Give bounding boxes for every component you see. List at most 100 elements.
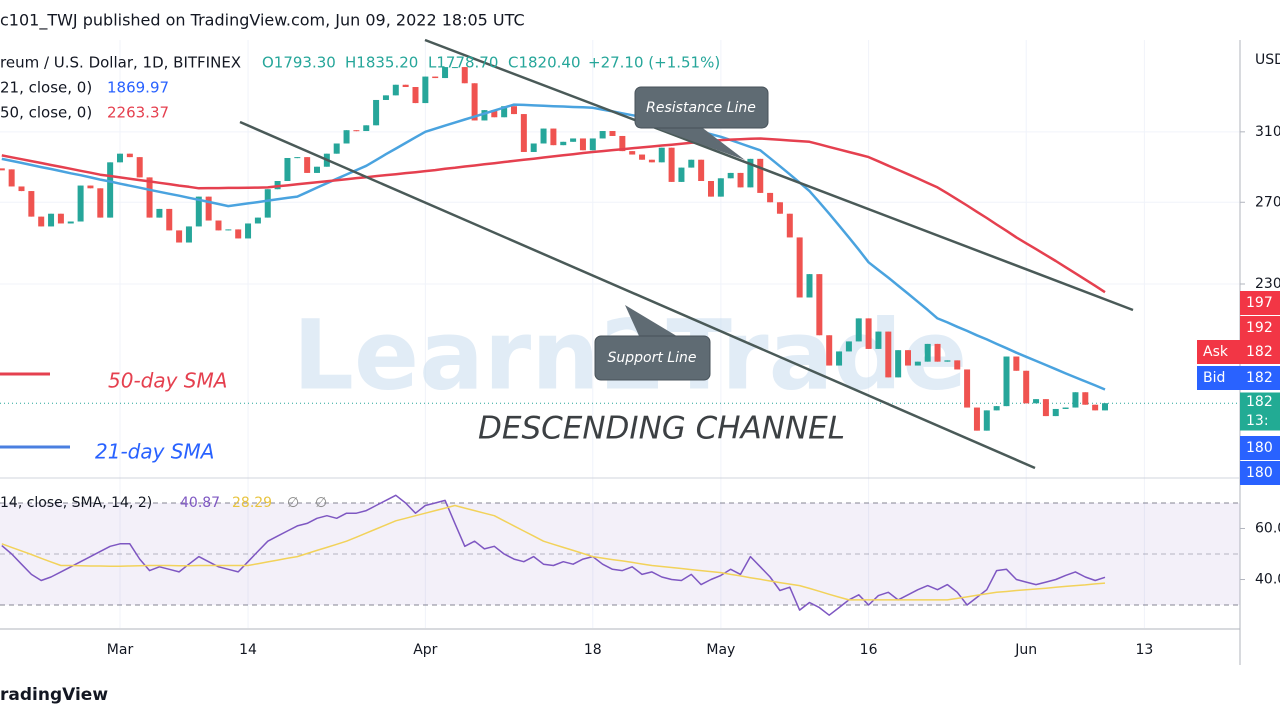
candle [599, 131, 606, 139]
candle [67, 221, 74, 224]
candle [836, 351, 843, 366]
candle [658, 147, 665, 163]
sma21-annotation: 21-day SMA [95, 440, 214, 464]
x-tick-label: May [706, 642, 735, 658]
x-tick-label: 16 [860, 642, 878, 658]
legend-value: 2263.37 [107, 104, 169, 122]
callout-box [594, 335, 711, 381]
callout-pointer [625, 305, 680, 338]
price-tag-label: 180 [1246, 440, 1273, 456]
candle [540, 128, 547, 144]
price-tags: 310 270 230 60.0 40.0 197 192 Ask 182 Bid 182 182 13… [1197, 124, 1280, 588]
price-tag-label: 182 [1246, 370, 1273, 386]
candle [1052, 408, 1059, 417]
candle [284, 157, 291, 182]
price-tag-label: 182 [1246, 344, 1273, 360]
candle [304, 157, 311, 173]
candle [944, 360, 951, 362]
rsi-band-fill [0, 502, 1240, 606]
candle [639, 154, 646, 160]
candle [1062, 407, 1069, 409]
callout-pointer [650, 126, 745, 160]
candle [570, 138, 577, 142]
legend-value: 1869.97 [107, 79, 169, 97]
candle [176, 230, 183, 243]
candle [954, 360, 961, 370]
callout-text: Support Line [608, 350, 697, 366]
candle [373, 99, 380, 126]
candle [57, 213, 64, 224]
candle [353, 130, 360, 132]
rsi-ma-value: 28.29 [232, 495, 272, 511]
candle [97, 188, 104, 218]
candle [648, 159, 655, 163]
candle [550, 128, 557, 146]
candle [117, 153, 123, 163]
symbol: reum / U.S. Dollar, 1D, BITFINEX [0, 54, 241, 72]
x-tick-label: Jun [1014, 642, 1037, 658]
candle [737, 172, 744, 188]
candle [205, 196, 212, 221]
y-tick-label: 270 [1255, 194, 1280, 210]
candle [185, 226, 192, 243]
price-tag [1240, 392, 1280, 412]
candle [688, 159, 695, 168]
candle [964, 369, 971, 408]
price-tag-label: Ask [1203, 344, 1229, 360]
x-tick-label: Mar [107, 642, 134, 658]
price-tag-label: 192 [1246, 320, 1273, 336]
price-tag [1240, 436, 1280, 460]
candle [28, 191, 35, 217]
candle [875, 331, 882, 349]
candle [806, 274, 813, 298]
line [1, 137, 1106, 294]
currency: USD [1255, 52, 1280, 68]
candle [235, 229, 242, 239]
y-tick-label: 60.0 [1255, 520, 1280, 536]
y-tick-label: 40.0 [1255, 572, 1280, 588]
candle [579, 138, 586, 151]
price-tag-label: 197 [1246, 295, 1273, 311]
candle [885, 331, 892, 378]
candle [156, 208, 163, 218]
candle [796, 237, 803, 298]
x-tick-label: 13 [1135, 642, 1153, 658]
candle [1023, 370, 1030, 404]
rsi-na: ∅ [315, 495, 327, 511]
price-tag [1240, 366, 1280, 390]
candle [38, 216, 45, 227]
candle [363, 125, 370, 132]
candle [934, 343, 941, 362]
price-tag [1197, 340, 1240, 364]
candle [8, 169, 15, 187]
publish-header: c101_TWJ published on TradingView.com, J… [0, 11, 525, 31]
candle [619, 135, 626, 152]
candle [678, 167, 685, 182]
candle [717, 178, 724, 197]
rsi-na: ∅ [287, 495, 299, 511]
rsi-value: 40.87 [180, 495, 220, 511]
candle [1072, 392, 1079, 408]
candle [264, 189, 271, 218]
candle [865, 318, 872, 349]
candle [314, 166, 320, 173]
candle [776, 202, 783, 214]
candle [698, 159, 705, 182]
candle [442, 67, 449, 79]
candle [1042, 399, 1049, 417]
candle [895, 350, 902, 378]
footer: radingView [0, 685, 108, 705]
rsi-legend: 14, close, SMA, 14, 2) [0, 495, 152, 511]
support-line [239, 120, 1036, 470]
candle [973, 407, 980, 431]
candle [87, 185, 94, 189]
candle [136, 157, 143, 178]
line [1, 504, 1106, 601]
y-tick-label: 230 [1255, 276, 1280, 292]
callout-text: Resistance Line [646, 100, 756, 116]
candle [993, 406, 1000, 411]
candle [481, 110, 488, 121]
candle [589, 138, 596, 151]
candle [826, 335, 833, 366]
